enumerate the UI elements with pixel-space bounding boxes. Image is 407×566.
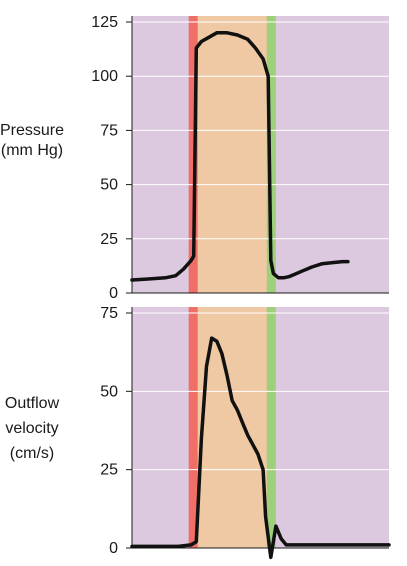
pressure-chart: 0 25 50 75 100 125 Pressure (mm Hg) <box>0 14 389 302</box>
y-tick-label: 25 <box>100 231 118 248</box>
end-marker <box>266 16 276 293</box>
y-axis-label: Outflow <box>5 395 60 412</box>
outflow-velocity-chart: 0 25 50 75 Outflow velocity (cm/s) <box>5 305 391 560</box>
start-marker <box>188 16 198 293</box>
y-tick-label: 50 <box>100 177 118 194</box>
y-tick-label: 100 <box>91 68 118 85</box>
phase-band <box>193 307 271 548</box>
y-tick-label: 50 <box>100 383 118 400</box>
y-tick-label: 0 <box>109 540 118 557</box>
series-line <box>130 336 391 560</box>
end-marker <box>266 307 276 548</box>
y-axis-label: (cm/s) <box>10 445 54 462</box>
series-line <box>130 31 350 282</box>
y-tick-label: 75 <box>100 122 118 139</box>
y-tick-label: 0 <box>109 285 118 302</box>
phase-band <box>193 16 271 293</box>
y-tick-label: 25 <box>100 462 118 479</box>
y-axis-label: (mm Hg) <box>1 142 63 159</box>
start-marker <box>188 307 198 548</box>
y-tick-label: 75 <box>100 305 118 322</box>
y-tick-label: 125 <box>91 14 118 31</box>
y-axis-label: velocity <box>5 420 58 437</box>
y-axis-label: Pressure <box>0 122 64 139</box>
